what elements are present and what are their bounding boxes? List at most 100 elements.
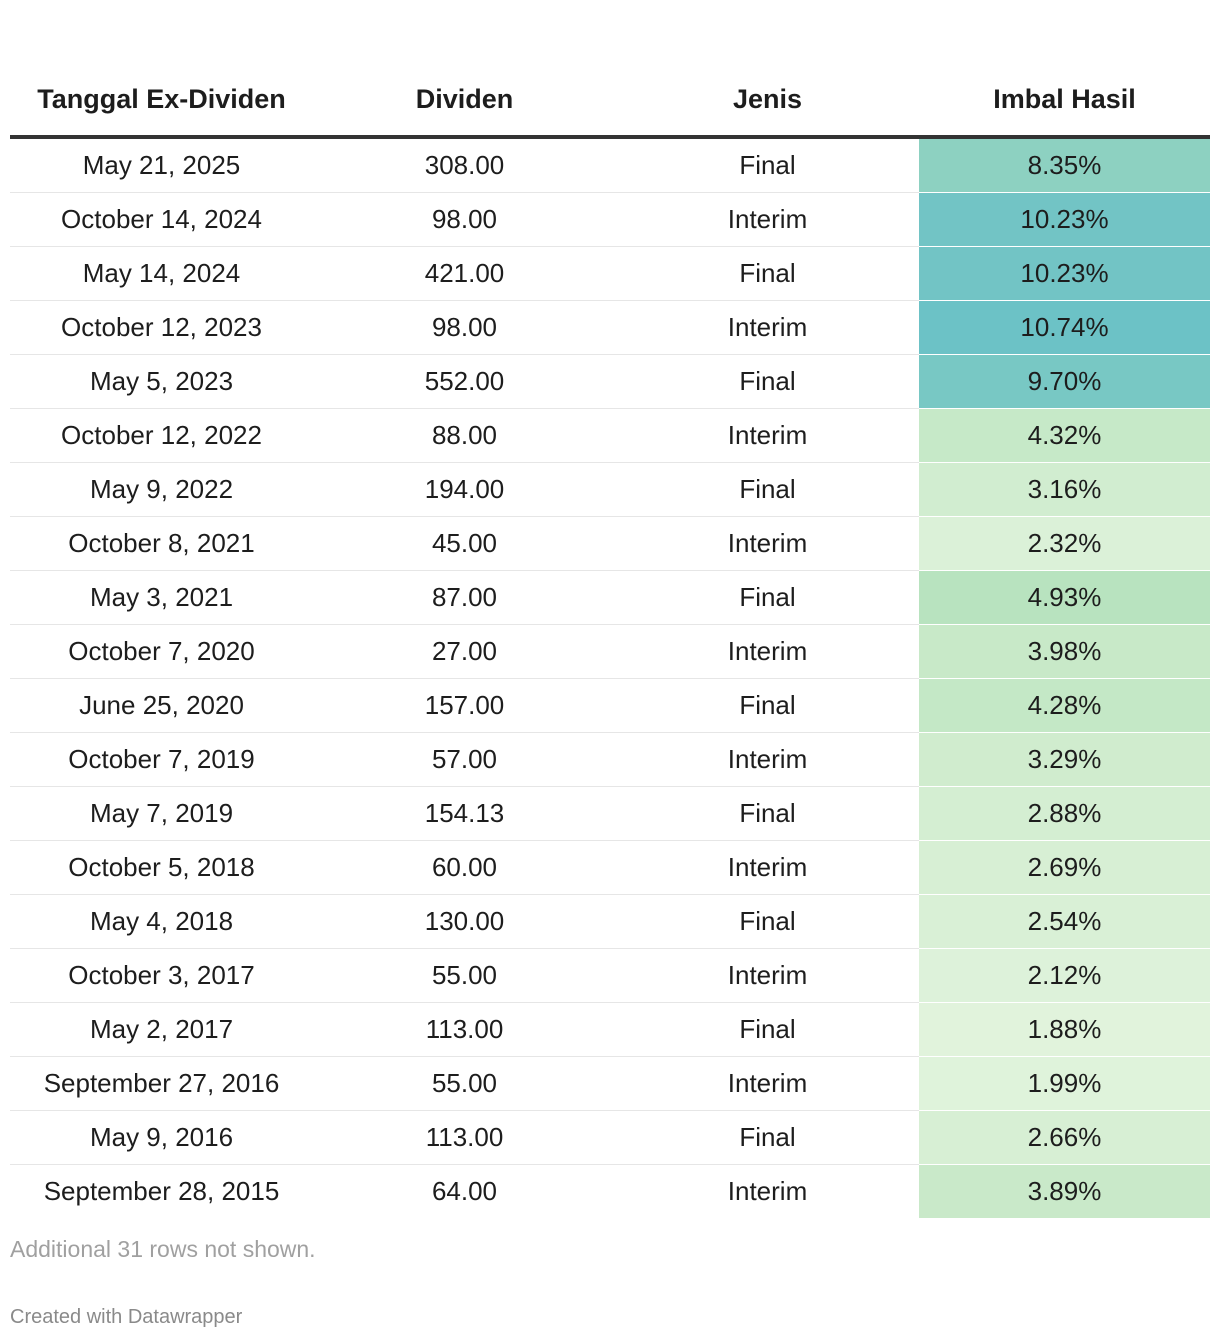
header-type[interactable]: Jenis (616, 44, 919, 139)
cell-type: Final (616, 678, 919, 733)
cell-dividend: 154.13 (313, 786, 616, 841)
cell-type: Final (616, 786, 919, 841)
cell-dividend: 60.00 (313, 840, 616, 895)
table-row: September 28, 2015 64.00 Interim 3.89% (10, 1164, 1210, 1218)
cell-date: October 7, 2020 (10, 624, 313, 679)
table-row: May 2, 2017 113.00 Final 1.88% (10, 1002, 1210, 1057)
table-row: May 9, 2016 113.00 Final 2.66% (10, 1110, 1210, 1165)
cell-date: October 7, 2019 (10, 732, 313, 787)
cell-type: Interim (616, 1056, 919, 1111)
cell-type: Final (616, 462, 919, 517)
cell-type: Interim (616, 516, 919, 571)
header-dividend[interactable]: Dividen (313, 44, 616, 139)
cell-type: Interim (616, 948, 919, 1003)
cell-date: October 12, 2022 (10, 408, 313, 463)
cell-yield: 2.54% (919, 894, 1210, 949)
cell-date: October 14, 2024 (10, 192, 313, 247)
cell-date: October 5, 2018 (10, 840, 313, 895)
cell-dividend: 55.00 (313, 1056, 616, 1111)
cell-yield: 1.99% (919, 1056, 1210, 1111)
cell-type: Final (616, 1110, 919, 1165)
cell-yield: 2.66% (919, 1110, 1210, 1165)
cell-yield: 2.69% (919, 840, 1210, 895)
cell-type: Final (616, 894, 919, 949)
table-row: May 4, 2018 130.00 Final 2.54% (10, 894, 1210, 949)
cell-yield: 3.16% (919, 462, 1210, 517)
cell-date: May 7, 2019 (10, 786, 313, 841)
cell-type: Interim (616, 300, 919, 355)
table-row: October 12, 2022 88.00 Interim 4.32% (10, 408, 1210, 463)
cell-type: Final (616, 1002, 919, 1057)
cell-dividend: 88.00 (313, 408, 616, 463)
cell-date: June 25, 2020 (10, 678, 313, 733)
cell-date: May 4, 2018 (10, 894, 313, 949)
cell-yield: 2.88% (919, 786, 1210, 841)
cell-dividend: 194.00 (313, 462, 616, 517)
cell-type: Interim (616, 624, 919, 679)
table-header: Tanggal Ex-Dividen Dividen Jenis Imbal H… (10, 44, 1210, 139)
cell-dividend: 157.00 (313, 678, 616, 733)
cell-yield: 3.98% (919, 624, 1210, 679)
cell-type: Final (616, 137, 919, 193)
table-row: October 14, 2024 98.00 Interim 10.23% (10, 192, 1210, 247)
cell-dividend: 64.00 (431, 1176, 498, 1206)
cell-yield: 3.29% (919, 732, 1210, 787)
cell-date: May 9, 2022 (10, 462, 313, 517)
cell-dividend: 87.00 (313, 570, 616, 625)
table-body: May 21, 2025 308.00 Final 8.35% October 14, … (10, 137, 1210, 1218)
cell-date: May 3, 2021 (10, 570, 313, 625)
cell-date: October 8, 2021 (10, 516, 313, 571)
cell-date: September 27, 2016 (10, 1056, 313, 1111)
cell-yield: 1.88% (919, 1002, 1210, 1057)
cell-type: Final (616, 570, 919, 625)
table-row: May 5, 2023 552.00 Final 9.70% (10, 354, 1210, 409)
cell-date: October 3, 2017 (10, 948, 313, 1003)
table-row: May 9, 2022 194.00 Final 3.16% (10, 462, 1210, 517)
cell-yield: 4.32% (919, 408, 1210, 463)
table-notes: Additional 31 rows not shown. (10, 1236, 316, 1262)
header-ex-dividend-date[interactable]: Tanggal Ex-Dividen (10, 44, 313, 139)
cell-yield: 9.70% (919, 354, 1210, 409)
table-row: May 7, 2019 154.13 Final 2.88% (10, 786, 1210, 841)
cell-date: May 2, 2017 (10, 1002, 313, 1057)
header-yield[interactable]: Imbal Hasil (919, 44, 1210, 139)
table-row: May 21, 2025 308.00 Final 8.35% (10, 137, 1210, 193)
cell-yield: 2.12% (919, 948, 1210, 1003)
cell-dividend: 113.00 (313, 1110, 616, 1165)
table-row: May 3, 2021 87.00 Final 4.93% (10, 570, 1210, 625)
cell-date: May 21, 2025 (10, 137, 313, 193)
cell-type: Interim (727, 1176, 808, 1206)
cell-yield: 4.28% (919, 678, 1210, 733)
table-row: October 7, 2020 27.00 Interim 3.98% (10, 624, 1210, 679)
cell-dividend: 55.00 (313, 948, 616, 1003)
dividend-table-container: Tanggal Ex-Dividen Dividen Jenis Imbal H… (10, 44, 1210, 1218)
cell-dividend: 45.00 (313, 516, 616, 571)
cell-dividend: 421.00 (313, 246, 616, 301)
cell-dividend: 57.00 (313, 732, 616, 787)
cell-date: October 12, 2023 (10, 300, 313, 355)
table-row: October 8, 2021 45.00 Interim 2.32% (10, 516, 1210, 571)
table-row: September 27, 2016 55.00 Interim 1.99% (10, 1056, 1210, 1111)
cell-type: Interim (616, 840, 919, 895)
cell-type: Interim (616, 408, 919, 463)
cell-dividend: 98.00 (313, 300, 616, 355)
table-row: May 14, 2024 421.00 Final 10.23% (10, 246, 1210, 301)
cell-dividend: 98.00 (313, 192, 616, 247)
cell-yield: 4.93% (919, 570, 1210, 625)
cell-yield: 2.32% (919, 516, 1210, 571)
cell-yield: 8.35% (919, 137, 1210, 193)
cell-dividend: 27.00 (313, 624, 616, 679)
header-row: Tanggal Ex-Dividen Dividen Jenis Imbal H… (10, 44, 1210, 139)
table-row: October 12, 2023 98.00 Interim 10.74% (10, 300, 1210, 355)
cell-type: Final (616, 246, 919, 301)
cell-type: Interim (616, 192, 919, 247)
cell-yield: 10.23% (919, 246, 1210, 301)
cell-dividend: 552.00 (313, 354, 616, 409)
cell-dividend: 308.00 (313, 137, 616, 193)
cell-date: May 14, 2024 (10, 246, 313, 301)
cell-dividend: 113.00 (313, 1002, 616, 1057)
datawrapper-credit[interactable]: Created with Datawrapper (10, 1306, 243, 1328)
cell-yield: 10.23% (919, 192, 1210, 247)
cell-type: Interim (616, 732, 919, 787)
table-row: October 3, 2017 55.00 Interim 2.12% (10, 948, 1210, 1003)
